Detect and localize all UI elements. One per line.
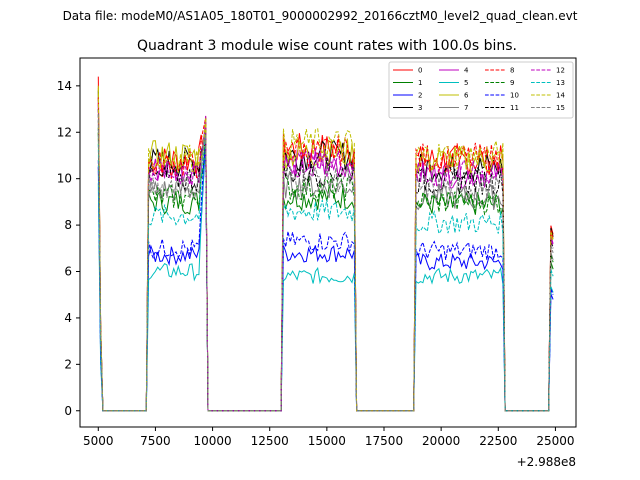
legend-label-9: 9 (510, 79, 514, 87)
y-tick-label: 0 (64, 404, 72, 418)
legend-frame (388, 61, 574, 119)
x-tick-label: 17500 (365, 434, 403, 448)
y-tick-label: 4 (64, 311, 72, 325)
y-tick-label: 12 (57, 125, 72, 139)
legend-label-15: 15 (556, 104, 565, 112)
y-tick-label: 8 (64, 218, 72, 232)
series-line-2 (97, 142, 554, 412)
series-line-12 (97, 104, 554, 412)
chart-title: Quadrant 3 module wise count rates with … (137, 38, 517, 54)
x-axis: 5000 7500 10000 12500 15000 17500 20000 22500 25… (83, 427, 575, 448)
x-tick-label: 22500 (479, 434, 517, 448)
legend-label-0: 0 (418, 67, 422, 75)
x-tick-label: 7500 (140, 434, 171, 448)
series-line-14 (97, 88, 554, 412)
plot-frame (79, 57, 577, 428)
x-tick-label: 10000 (193, 434, 231, 448)
x-tick-label: 25000 (536, 434, 574, 448)
legend-label-12: 12 (556, 67, 565, 75)
legend-label-6: 6 (464, 92, 469, 100)
legend-label-8: 8 (510, 67, 514, 75)
series-line-8 (97, 97, 554, 412)
series-line-10 (97, 144, 554, 412)
legend-label-5: 5 (464, 79, 468, 87)
series-layer (97, 76, 554, 412)
y-axis: 0 2 4 6 8 10 12 14 (57, 79, 80, 418)
legend-label-4: 4 (464, 67, 469, 75)
y-tick-label: 10 (57, 172, 72, 186)
legend-label-11: 11 (510, 104, 519, 112)
chart-suptitle: Data file: modeM0/AS1A05_180T01_90000029… (63, 9, 578, 23)
x-tick-label: 12500 (251, 434, 289, 448)
legend-label-10: 10 (510, 92, 519, 100)
legend-label-1: 1 (418, 79, 422, 87)
legend-label-13: 13 (556, 79, 565, 87)
x-tick-label: 5000 (83, 434, 114, 448)
series-line-5 (97, 138, 554, 412)
x-tick-label: 15000 (308, 434, 346, 448)
legend-label-7: 7 (464, 104, 468, 112)
y-tick-label: 6 (64, 265, 72, 279)
y-tick-label: 2 (64, 357, 72, 371)
legend-label-3: 3 (418, 104, 422, 112)
legend-label-2: 2 (418, 92, 422, 100)
legend-label-14: 14 (556, 92, 565, 100)
series-line-13 (97, 134, 554, 412)
x-offset-label: +2.988e8 (517, 455, 576, 469)
series-line-9 (97, 127, 554, 412)
series-line-15 (97, 113, 554, 412)
x-tick-label: 20000 (422, 434, 460, 448)
y-tick-label: 14 (57, 79, 72, 93)
plot-area: 5000 7500 10000 12500 15000 17500 20000 22500 25… (57, 57, 577, 448)
